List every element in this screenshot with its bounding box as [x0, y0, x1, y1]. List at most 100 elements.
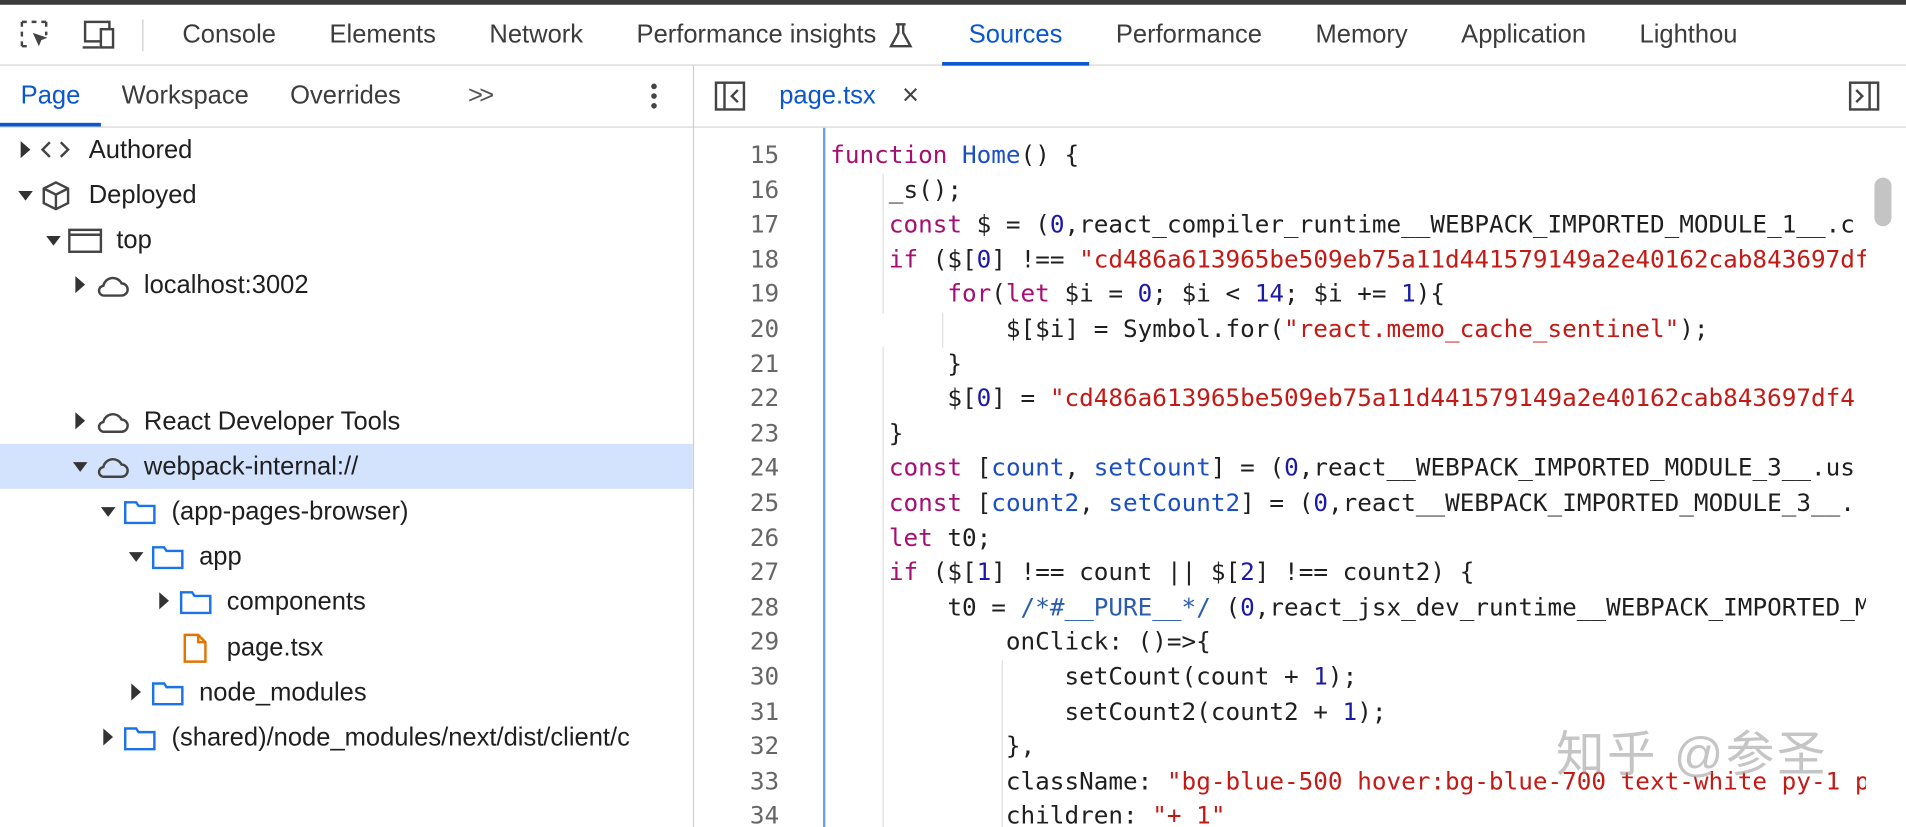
- code-token: count2: [991, 487, 1080, 517]
- code-line: 23 }: [694, 416, 1866, 451]
- code-line: 16 _s();: [694, 172, 1866, 207]
- file-tab[interactable]: page.tsx: [779, 81, 876, 110]
- panel-tab[interactable]: Performance: [1089, 5, 1289, 65]
- toggle-navigator[interactable]: [714, 80, 748, 112]
- expanded-arrow[interactable]: [127, 541, 144, 570]
- code-token: 0: [1284, 452, 1299, 483]
- code-token: 0: [1049, 209, 1065, 239]
- code-line: 31 setCount2(count2 + 1);: [694, 694, 1866, 729]
- code-token: [830, 557, 889, 586]
- line-number: 29: [749, 626, 780, 657]
- collapsed-arrow[interactable]: [100, 722, 117, 751]
- cloud-icon: [98, 458, 130, 478]
- tree-label: localhost:3002: [143, 271, 309, 300]
- line-number: 34: [749, 800, 780, 827]
- tab-label: Application: [1461, 20, 1587, 49]
- menu-icon[interactable]: [639, 80, 668, 112]
- collapsed-arrow[interactable]: [17, 135, 34, 164]
- device-icon[interactable]: [80, 18, 119, 52]
- collapsed-arrow[interactable]: [72, 270, 89, 299]
- code-text: if ($[0] !== "cd486a613965be509eb75a11d4…: [830, 242, 1866, 277]
- code-token: function: [830, 139, 948, 170]
- tree-label: page.tsx: [226, 633, 324, 662]
- panel-tab[interactable]: Lighthou: [1613, 5, 1764, 65]
- line-number: 33: [749, 765, 780, 796]
- line-number: 31: [749, 696, 780, 726]
- tree-row[interactable]: localhost:3002: [0, 263, 693, 308]
- tree-row[interactable]: React Developer Tools: [0, 399, 693, 444]
- expanded-arrow[interactable]: [17, 180, 34, 209]
- navigator-tab[interactable]: Overrides: [290, 81, 401, 110]
- code-token: ,react_compiler_runtime__WEBPACK_IMPORTE…: [1064, 209, 1855, 239]
- panel-tab[interactable]: Elements: [303, 5, 463, 65]
- tab-label: Lighthou: [1639, 20, 1738, 49]
- tree-row[interactable]: Authored: [0, 128, 693, 173]
- tab-label: Console: [182, 20, 277, 49]
- tree-row[interactable]: app: [0, 534, 693, 579]
- folder-icon: [151, 682, 184, 706]
- line-number: 26: [749, 522, 780, 552]
- code-line: 17 const $ = (0,react_compiler_runtime__…: [694, 207, 1866, 242]
- tree-label: app: [199, 542, 242, 571]
- tab-label: Sources: [968, 20, 1063, 49]
- code-token: );: [1327, 661, 1358, 691]
- code-line: 29 onClick: ()=>{: [694, 624, 1866, 659]
- code-token: setCount2(count2 +: [830, 696, 1343, 726]
- panel-tab[interactable]: Performance insights: [610, 5, 942, 65]
- panel-tab[interactable]: Memory: [1289, 5, 1435, 65]
- code-token: [947, 140, 962, 169]
- code-text: }: [830, 346, 962, 381]
- code-token: "cd486a613965be509eb75a11d441579149a2e40…: [1079, 244, 1866, 274]
- code-token: Home: [961, 139, 1021, 170]
- navigator-tab[interactable]: Workspace: [121, 81, 249, 110]
- code-token: [830, 209, 889, 238]
- code-token: }: [830, 418, 904, 448]
- code-text: setCount2(count2 + 1);: [830, 694, 1386, 729]
- code-token: );: [1357, 696, 1387, 726]
- close-tab[interactable]: ×: [901, 79, 920, 112]
- collapsed-arrow[interactable]: [127, 677, 144, 706]
- code-token: onClick: ()=>{: [830, 626, 1211, 657]
- tree-row[interactable]: components: [0, 579, 693, 624]
- tree-row[interactable]: node_modules: [0, 670, 693, 715]
- navigator-tab[interactable]: Page: [0, 66, 102, 127]
- panel-tab[interactable]: Sources: [941, 5, 1090, 66]
- expanded-arrow[interactable]: [72, 451, 89, 480]
- folder-icon: [124, 501, 156, 525]
- code-line: 30 setCount(count + 1);: [694, 659, 1866, 694]
- code-token: 1: [1313, 661, 1328, 691]
- collapsed-arrow[interactable]: [155, 586, 172, 615]
- more-tabs[interactable]: >>: [468, 81, 494, 110]
- tab-label: Elements: [329, 20, 436, 49]
- tree-row[interactable]: webpack-internal://: [0, 443, 693, 489]
- scrollbar-thumb[interactable]: [1874, 177, 1892, 227]
- code-token: ] !== count2) {: [1254, 557, 1475, 587]
- tree-row[interactable]: Deployed: [0, 173, 693, 218]
- tree-row[interactable]: page.tsx: [0, 625, 693, 670]
- line-number: 24: [749, 452, 780, 483]
- expanded-arrow[interactable]: [100, 496, 117, 525]
- separator: [142, 19, 144, 52]
- tree-row[interactable]: top: [0, 218, 693, 263]
- code-text: }: [830, 416, 904, 451]
- scope-marker: [822, 127, 826, 827]
- code-token: className:: [830, 765, 1167, 796]
- panel-tab[interactable]: Console: [156, 5, 303, 65]
- code-text: className: "bg-blue-500 hover:bg-blue-70…: [830, 764, 1866, 799]
- collapsed-arrow[interactable]: [72, 406, 89, 435]
- code-token: $i =: [1049, 278, 1138, 309]
- code-line: 21 }: [694, 346, 1866, 381]
- panel-tab[interactable]: Network: [463, 5, 610, 65]
- tree-row[interactable]: (app-pages-browser): [0, 489, 693, 534]
- code-token: ; $i <: [1152, 278, 1255, 309]
- line-number: 23: [749, 418, 780, 448]
- code-token: for: [947, 278, 992, 309]
- inspect-icon[interactable]: [18, 18, 52, 52]
- toggle-debugger[interactable]: [1848, 80, 1882, 112]
- panel-tab[interactable]: Application: [1434, 5, 1612, 65]
- tree-row[interactable]: (shared)/node_modules/next/dist/client/c: [0, 715, 693, 760]
- code-line: 34 children: "+ 1": [694, 798, 1866, 827]
- tree-label: webpack-internal://: [143, 452, 359, 481]
- expanded-arrow[interactable]: [45, 225, 62, 254]
- code-token: "bg-blue-500 hover:bg-blue-700 text-whit…: [1166, 765, 1866, 796]
